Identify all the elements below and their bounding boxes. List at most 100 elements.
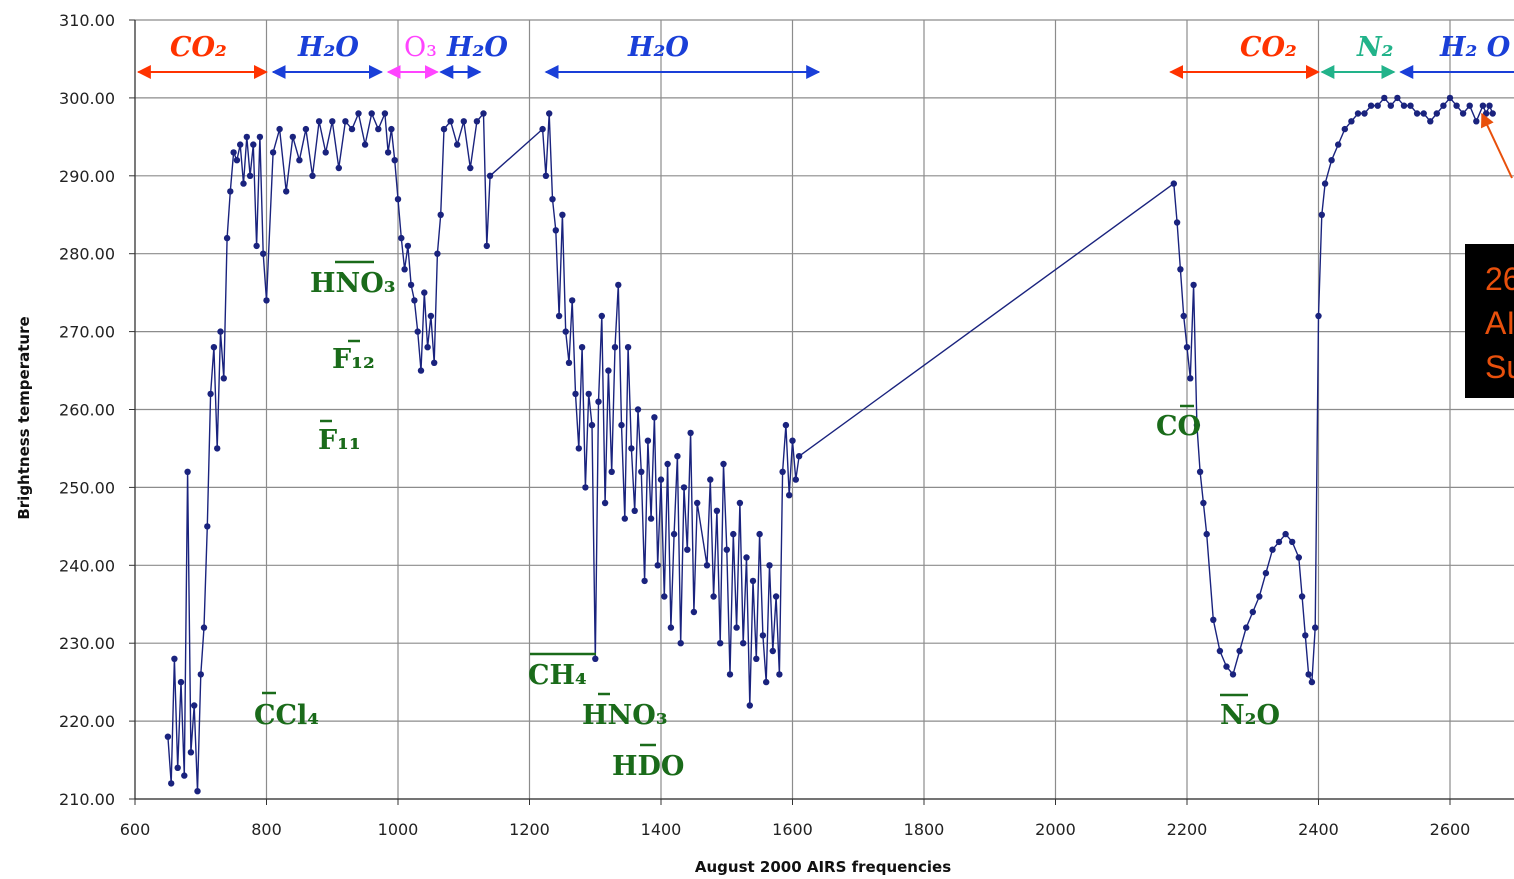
data-point (233, 157, 241, 164)
data-point (539, 125, 546, 133)
data-point (769, 647, 776, 655)
data-point (1407, 102, 1414, 109)
data-point (720, 460, 727, 468)
data-point (177, 678, 185, 686)
data-point (1203, 530, 1210, 538)
data-point (1318, 211, 1326, 218)
x-tick-label: 800 (251, 820, 282, 839)
data-point (1413, 110, 1421, 117)
data-point (454, 141, 461, 148)
data-point (187, 749, 195, 756)
data-point (1341, 125, 1349, 133)
data-point (394, 196, 402, 203)
callout-line-2: AI (1485, 305, 1514, 341)
y-tick-label: 270.00 (59, 323, 115, 342)
x-tick-label: 2400 (1298, 820, 1339, 839)
data-point (1275, 538, 1283, 546)
y-tick-label: 210.00 (59, 790, 115, 809)
data-point (1335, 141, 1342, 148)
data-point (171, 655, 178, 662)
gas-labels: HNO₃ F₁₂ F₁₁ CCl₄ CH₄ HNO₃ HDO CO N₂O (254, 260, 1280, 782)
x-tick-label: 1400 (641, 820, 682, 839)
data-point (348, 125, 356, 133)
data-point (407, 281, 415, 289)
data-point (329, 118, 336, 125)
data-point (730, 530, 737, 538)
data-point (486, 172, 494, 179)
data-point (250, 141, 257, 148)
data-point (467, 164, 474, 172)
data-point (309, 172, 316, 179)
data-point (210, 344, 218, 351)
data-point (546, 110, 553, 117)
data-layer (164, 94, 1496, 795)
data-point (1381, 94, 1388, 102)
data-point (555, 312, 563, 320)
data-point (743, 554, 750, 561)
data-point (542, 172, 550, 179)
data-point (713, 507, 721, 514)
data-point (684, 546, 691, 553)
data-point (256, 133, 264, 141)
y-tick-label: 230.00 (59, 634, 115, 653)
data-point (559, 211, 566, 218)
y-tick-label: 280.00 (59, 245, 115, 264)
data-point (1446, 94, 1454, 102)
data-point (733, 624, 740, 631)
data-point (634, 406, 642, 413)
data-point (335, 164, 342, 172)
plot-grid (134, 19, 1514, 800)
data-point (1394, 94, 1401, 102)
data-point (710, 593, 717, 600)
data-point (670, 530, 678, 538)
data-point (1459, 110, 1467, 117)
data-point (1328, 157, 1335, 164)
gas-label-hno3-1: HNO₃ (310, 268, 396, 299)
data-point (1483, 110, 1490, 117)
data-point (1367, 102, 1375, 109)
data-point (437, 211, 444, 218)
data-point (398, 234, 405, 242)
data-point (1180, 312, 1187, 320)
data-point (776, 671, 783, 678)
data-point (638, 468, 645, 475)
band-label-co2-right: CO₂ (1240, 32, 1297, 63)
data-point (253, 242, 260, 250)
data-point (549, 196, 556, 203)
data-point (427, 312, 435, 320)
data-point (565, 359, 573, 366)
data-point (1305, 671, 1312, 678)
data-point (608, 468, 615, 475)
band-label-o3: O₃ (404, 32, 437, 63)
data-point (746, 702, 753, 709)
data-point (391, 157, 398, 164)
band-label-h2o-1: H₂O (297, 32, 359, 63)
data-point (289, 133, 296, 141)
data-point (1177, 266, 1184, 273)
data-point (283, 188, 290, 195)
data-point (197, 671, 204, 678)
data-point (214, 445, 221, 452)
data-point (246, 172, 254, 179)
data-point (1200, 499, 1207, 507)
data-point (749, 577, 757, 585)
data-point (661, 593, 668, 600)
y-tick-label: 250.00 (59, 478, 115, 497)
band-label-h2o-3: H₂O (627, 32, 689, 63)
band-label-h2o-4: H₂ O (1439, 32, 1511, 63)
data-point (795, 453, 803, 460)
data-point (772, 593, 780, 600)
data-point (552, 227, 559, 234)
data-point (569, 297, 576, 304)
data-point (1453, 102, 1460, 109)
data-point (194, 788, 201, 795)
data-point (1354, 110, 1362, 117)
data-point (1361, 110, 1368, 117)
data-point (628, 445, 635, 452)
callout-arrow (1481, 112, 1513, 179)
data-point (667, 624, 675, 631)
data-point (644, 437, 652, 444)
data-point (687, 429, 694, 437)
y-axis-title: Brightness temperature (15, 316, 33, 519)
